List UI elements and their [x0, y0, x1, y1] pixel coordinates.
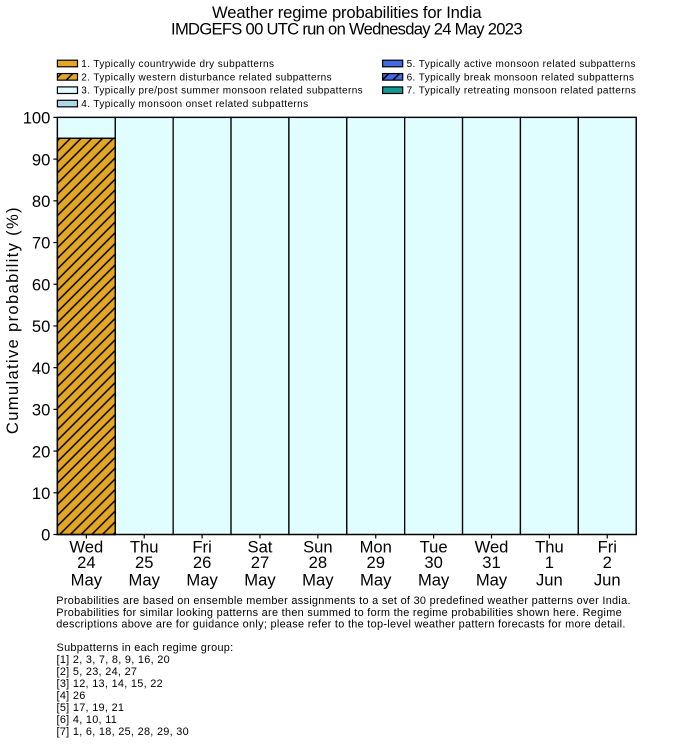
svg-text:[2] 5, 23, 24, 27: [2] 5, 23, 24, 27	[57, 666, 138, 678]
svg-text:Fri: Fri	[192, 538, 211, 557]
svg-text:100: 100	[23, 109, 51, 128]
svg-text:29: 29	[367, 553, 385, 572]
svg-text:50: 50	[32, 317, 50, 336]
svg-text:Thu: Thu	[130, 538, 159, 557]
svg-text:7. Typically retreating monsoo: 7. Typically retreating monsoon related …	[407, 86, 637, 97]
svg-text:May: May	[476, 570, 508, 589]
svg-text:40: 40	[32, 359, 50, 378]
svg-text:[6] 4, 10, 11: [6] 4, 10, 11	[57, 714, 118, 726]
svg-text:Tue: Tue	[420, 538, 448, 557]
svg-text:IMDGEFS 00 UTC run on Wednesda: IMDGEFS 00 UTC run on Wednesday 24 May 2…	[171, 19, 523, 38]
svg-text:[4] 26: [4] 26	[57, 690, 86, 702]
svg-text:31: 31	[482, 553, 500, 572]
svg-text:May: May	[129, 570, 161, 589]
svg-text:Sun: Sun	[303, 538, 333, 557]
svg-text:60: 60	[32, 275, 50, 294]
svg-text:Probabilities for similar look: Probabilities for similar looking patter…	[56, 607, 622, 619]
svg-text:Sat: Sat	[248, 538, 273, 557]
svg-text:Jun: Jun	[536, 570, 563, 589]
svg-text:Thu: Thu	[535, 538, 564, 557]
svg-text:80: 80	[32, 192, 50, 211]
svg-text:Jun: Jun	[594, 570, 621, 589]
svg-text:Weather regime probabilities f: Weather regime probabilities for India	[212, 3, 482, 22]
svg-text:1. Typically countrywide dry s: 1. Typically countrywide dry subpatterns	[81, 59, 274, 70]
svg-text:Fri: Fri	[598, 538, 617, 557]
svg-text:May: May	[418, 570, 450, 589]
svg-text:1: 1	[545, 553, 554, 572]
svg-text:[3] 12, 13, 14, 15, 22: [3] 12, 13, 14, 15, 22	[57, 678, 164, 690]
svg-text:5. Typically active monsoon re: 5. Typically active monsoon related subp…	[407, 59, 636, 70]
svg-text:0: 0	[41, 526, 50, 545]
svg-text:4. Typically monsoon onset rel: 4. Typically monsoon onset related subpa…	[81, 99, 308, 110]
svg-text:26: 26	[193, 553, 211, 572]
svg-text:Wed: Wed	[69, 538, 103, 557]
svg-text:70: 70	[32, 234, 50, 253]
svg-text:descriptions above are for gui: descriptions above are for guidance only…	[56, 619, 625, 631]
svg-text:Subpatterns in each regime gro: Subpatterns in each regime group:	[57, 642, 234, 654]
svg-text:24: 24	[77, 553, 95, 572]
svg-text:Wed: Wed	[475, 538, 509, 557]
svg-text:25: 25	[135, 553, 153, 572]
svg-text:May: May	[71, 570, 103, 589]
svg-text:[1] 2, 3, 7, 8, 9, 16, 20: [1] 2, 3, 7, 8, 9, 16, 20	[57, 654, 170, 666]
svg-text:2. Typically western disturban: 2. Typically western disturbance related…	[81, 72, 332, 83]
svg-text:May: May	[302, 570, 334, 589]
svg-text:May: May	[186, 570, 218, 589]
svg-text:[7] 1, 6, 18, 25, 28, 29, 30: [7] 1, 6, 18, 25, 28, 29, 30	[57, 726, 190, 738]
svg-text:May: May	[244, 570, 276, 589]
svg-text:90: 90	[32, 150, 50, 169]
svg-text:Cumulative probability (%): Cumulative probability (%)	[3, 207, 22, 434]
svg-text:Probabilities are based on ens: Probabilities are based on ensemble memb…	[56, 595, 631, 607]
svg-text:Mon: Mon	[360, 538, 392, 557]
svg-text:May: May	[360, 570, 392, 589]
svg-text:28: 28	[309, 553, 327, 572]
svg-text:10: 10	[32, 484, 50, 503]
svg-text:30: 30	[32, 401, 50, 420]
svg-text:3. Typically pre/post summer m: 3. Typically pre/post summer monsoon rel…	[81, 86, 363, 97]
svg-text:[5] 17, 19, 21: [5] 17, 19, 21	[57, 702, 125, 714]
svg-text:20: 20	[32, 442, 50, 461]
svg-text:2: 2	[603, 553, 612, 572]
svg-text:6. Typically break monsoon rel: 6. Typically break monsoon related subpa…	[407, 72, 635, 83]
svg-text:27: 27	[251, 553, 269, 572]
svg-text:30: 30	[424, 553, 442, 572]
